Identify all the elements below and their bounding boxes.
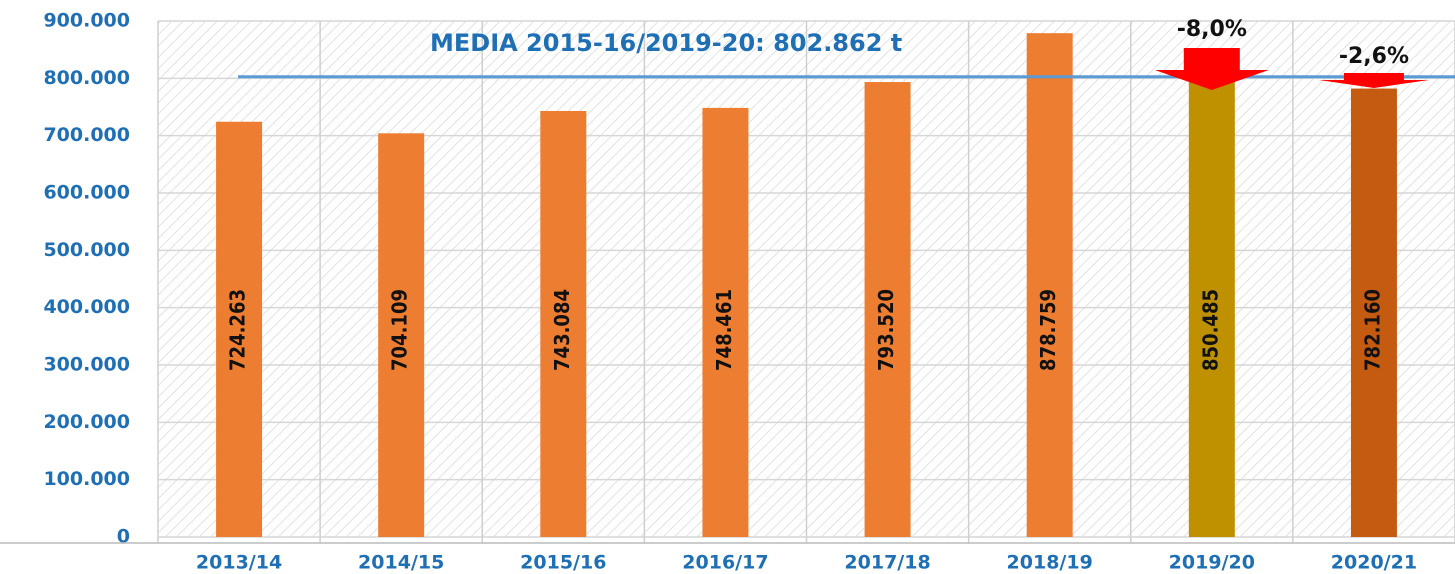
down-arrow [1318, 73, 1429, 88]
data-label: 850.485 [1198, 289, 1222, 371]
bar [1350, 88, 1397, 538]
annotation: -2,6% [1339, 44, 1409, 69]
x-tick-label: 2015/16 [520, 552, 606, 574]
bar [540, 110, 587, 537]
down-arrow [1154, 48, 1269, 90]
bar [1026, 33, 1073, 538]
y-tick-label: 700.000 [43, 124, 130, 146]
data-label: 782.160 [1360, 289, 1384, 371]
x-tick-label: 2013/14 [196, 552, 282, 574]
data-label: 878.759 [1036, 289, 1060, 371]
y-tick-label: 300.000 [43, 354, 130, 376]
annotation: -8,0% [1177, 17, 1247, 42]
y-tick-label: 900.000 [43, 10, 130, 32]
y-tick-label: 0 [117, 526, 130, 548]
data-label: 704.109 [388, 289, 412, 371]
data-label: 724.263 [226, 289, 250, 371]
x-tick-label: 2016/17 [682, 552, 768, 574]
bar [216, 121, 263, 537]
x-tick-label: 2019/20 [1169, 552, 1255, 574]
y-tick-label: 100.000 [43, 468, 130, 490]
data-label: 743.084 [550, 289, 574, 371]
x-tick-label: 2020/21 [1331, 552, 1417, 574]
x-tick-label: 2017/18 [844, 552, 930, 574]
y-tick-label: 600.000 [43, 182, 130, 204]
bar [1188, 49, 1235, 537]
y-tick-label: 500.000 [43, 239, 130, 261]
x-tick-label: 2018/19 [1007, 552, 1093, 574]
y-tick-label: 800.000 [43, 67, 130, 89]
y-tick-label: 400.000 [43, 296, 130, 318]
data-label: 793.520 [874, 289, 898, 371]
data-label: 748.461 [712, 289, 736, 371]
y-tick-label: 200.000 [43, 411, 130, 433]
bar [378, 133, 425, 537]
bar [864, 82, 911, 538]
bar [702, 107, 749, 538]
average-label: MEDIA 2015-16/2019-20: 802.862 t [430, 29, 902, 57]
x-tick-label: 2014/15 [358, 552, 444, 574]
